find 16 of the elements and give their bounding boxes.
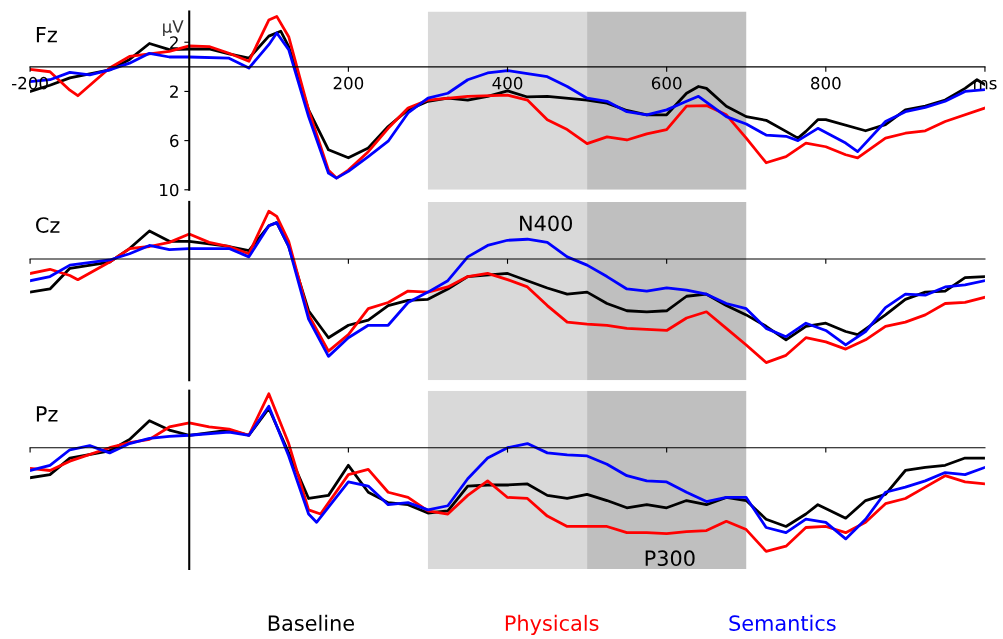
text: Physicals — [505, 614, 599, 636]
y-tick-label: 2 — [170, 85, 178, 98]
text: Semantics — [729, 614, 836, 631]
y-axis-title: μV — [163, 20, 184, 36]
x-tick-label: 600 — [651, 76, 682, 90]
annotation: N400 — [520, 215, 572, 232]
y-tick-label: 10 — [160, 183, 179, 197]
chart-title: Cz — [36, 217, 60, 233]
x-tick-label: 400 — [492, 76, 523, 90]
x-tick-label: 800 — [811, 76, 841, 90]
x-tick-label: 200 — [333, 76, 364, 90]
chart-title: Pz — [36, 406, 58, 422]
y-tick-label: 6 — [170, 134, 179, 148]
text: Fz — [36, 27, 57, 43]
annotation: P300 — [645, 550, 695, 567]
text: Baseline — [268, 614, 354, 631]
